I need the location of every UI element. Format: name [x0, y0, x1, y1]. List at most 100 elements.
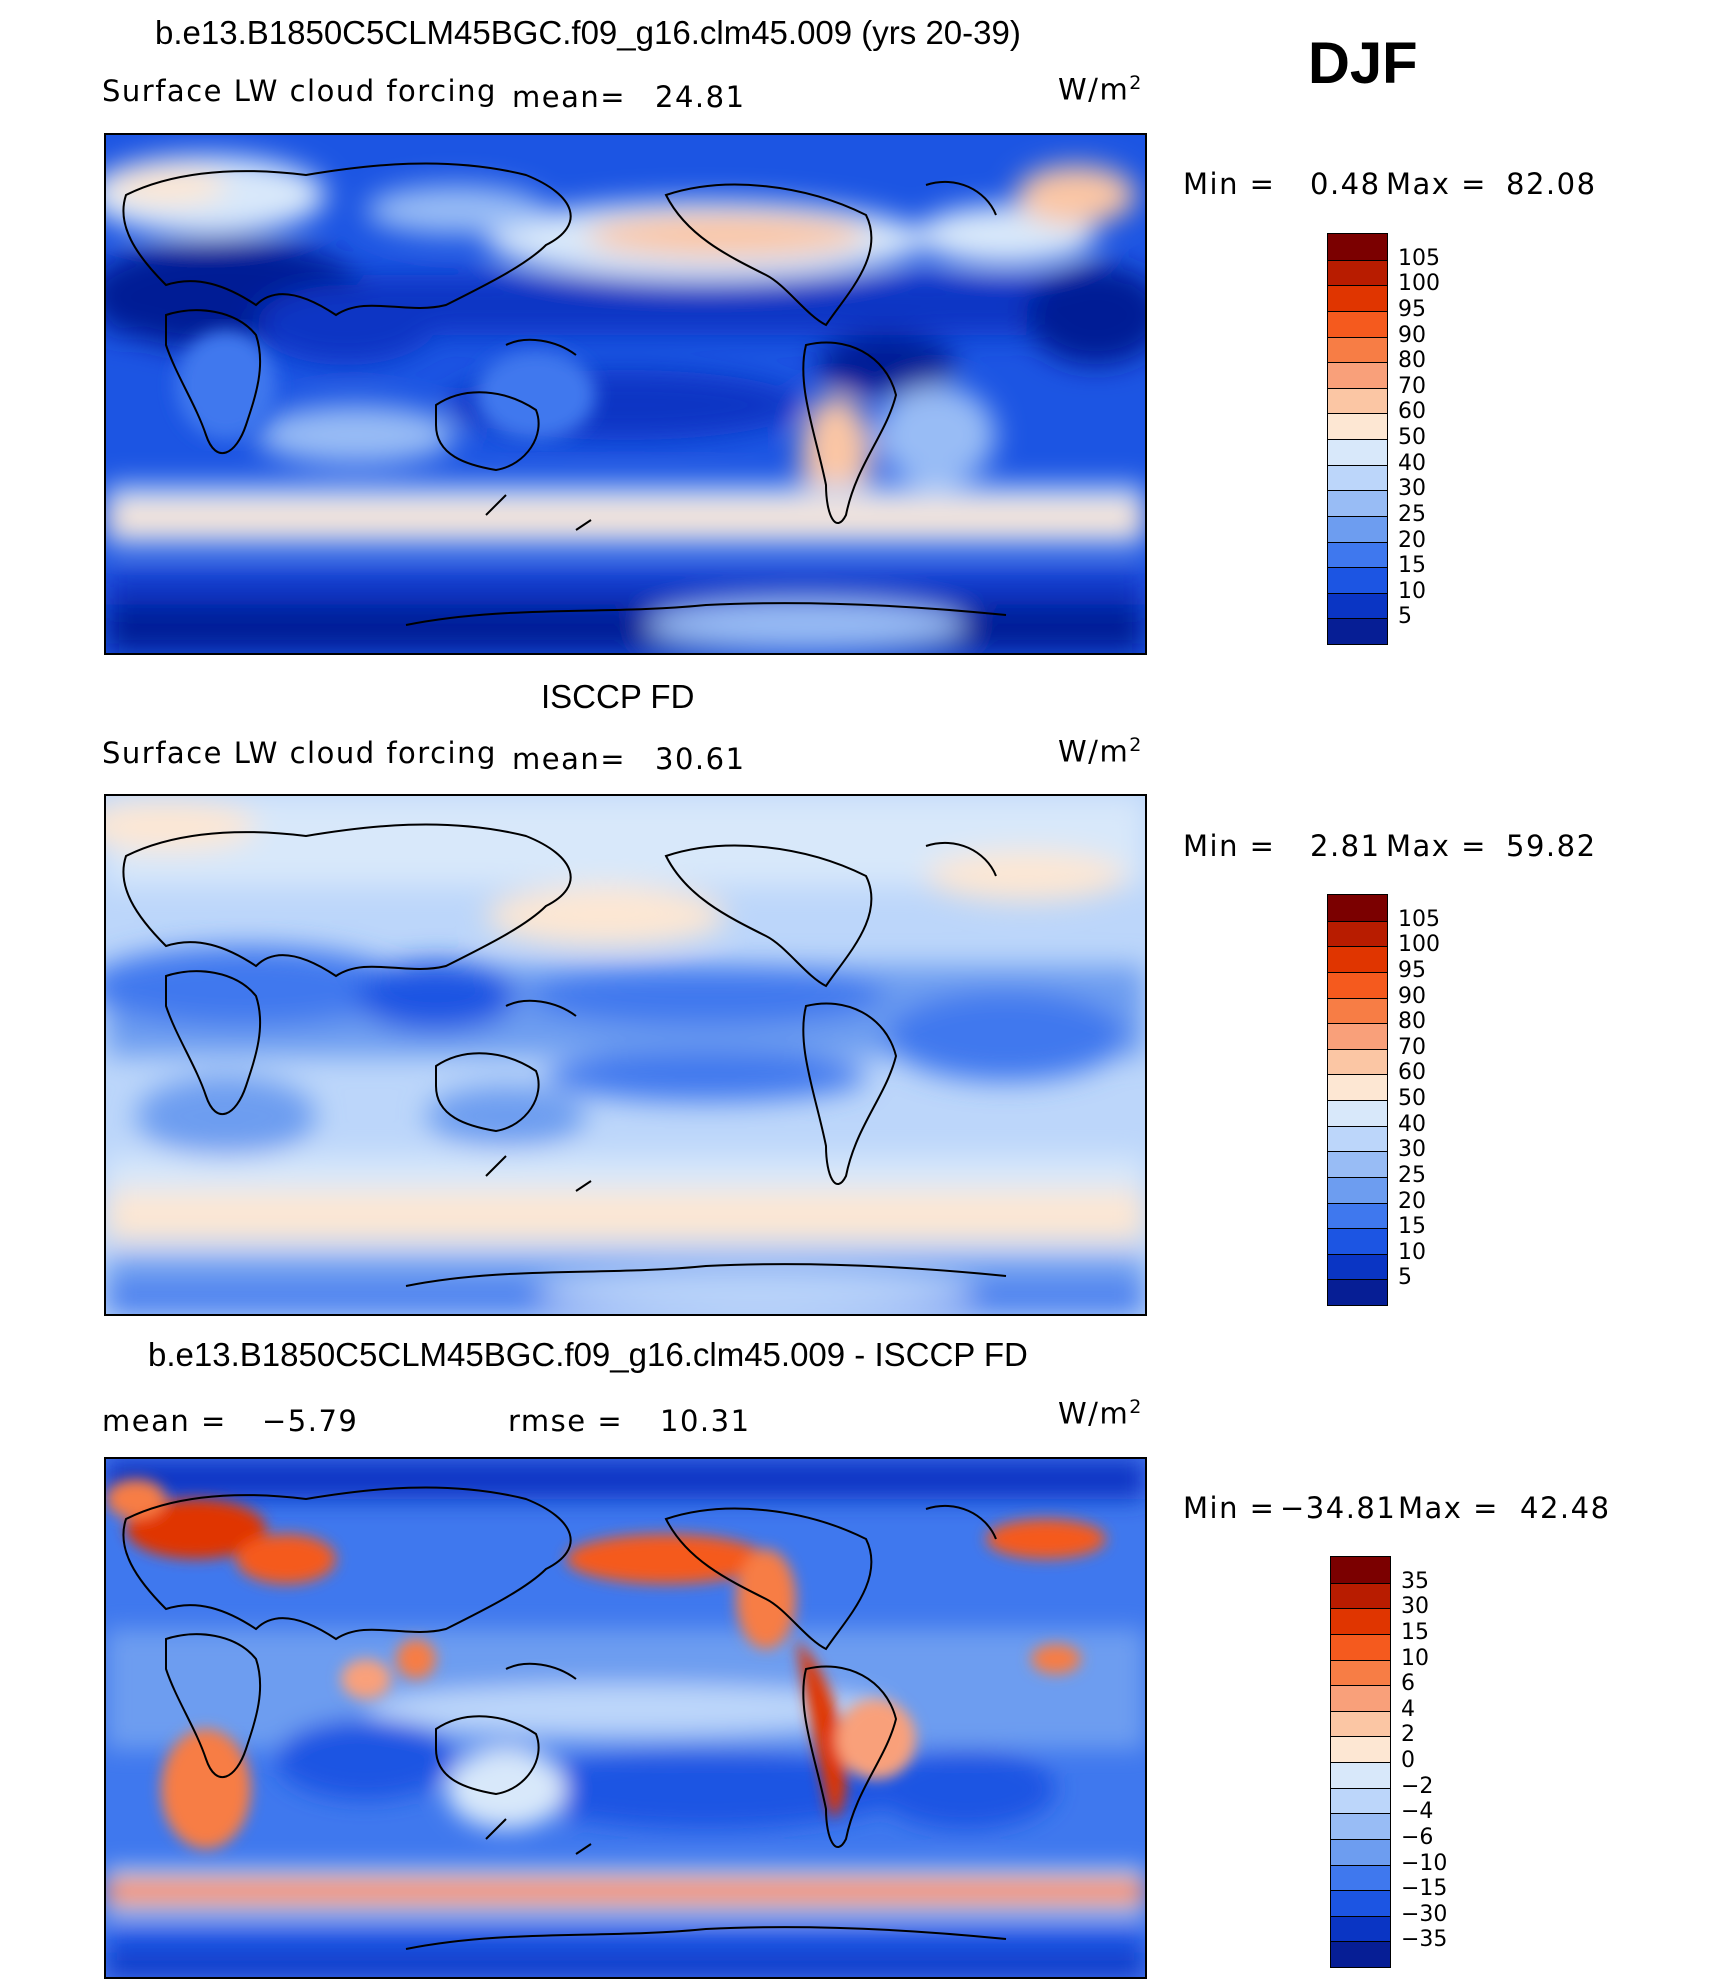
colorbar-tick-label: 100	[1398, 932, 1440, 958]
colorbar-tick-label: 90	[1398, 983, 1426, 1009]
colorbar-box	[1328, 1023, 1387, 1049]
panel1-mean-value: 24.81	[655, 80, 746, 114]
panel2-units: W/m2	[1058, 734, 1143, 769]
colorbar-box	[1328, 285, 1387, 311]
colorbar-tick-label: 90	[1398, 322, 1426, 348]
season-label: DJF	[1308, 31, 1418, 96]
colorbar-tick-label: 25	[1398, 1162, 1426, 1188]
panel1-map-svg	[106, 135, 1145, 653]
colorbar-box	[1331, 1762, 1390, 1788]
colorbar-tick-label: 15	[1401, 1619, 1429, 1645]
panel3-min-value: −34.81	[1280, 1491, 1397, 1525]
colorbar-tick-label: 100	[1398, 271, 1440, 297]
colorbar-tick-label: 40	[1398, 450, 1426, 476]
colorbar-box	[1328, 336, 1387, 363]
colorbar-tick-label: 30	[1398, 476, 1426, 502]
panel3-map-svg	[106, 1459, 1145, 1977]
panel1-min-value: 0.48	[1310, 167, 1381, 201]
panel2-mean-value: 30.61	[655, 742, 746, 776]
colorbar-box	[1328, 1253, 1387, 1280]
colorbar-tick-label: 15	[1398, 553, 1426, 579]
colorbar-tick-label: 5	[1398, 604, 1412, 630]
colorbar-box	[1328, 971, 1387, 998]
panel1-max-label: Max =	[1386, 167, 1487, 201]
colorbar-tick-label: 10	[1401, 1645, 1429, 1671]
panel3-rmse-label: rmse =	[508, 1404, 624, 1438]
colorbar-tick-label: 60	[1398, 399, 1426, 425]
panel1-min-label: Min =	[1183, 167, 1276, 201]
colorbar-tick-label: 5	[1398, 1265, 1412, 1291]
colorbar-box	[1328, 464, 1387, 491]
panel2-max-value: 59.82	[1506, 829, 1597, 863]
colorbar-tick-label: 105	[1398, 245, 1440, 271]
colorbar-box	[1328, 362, 1387, 388]
colorbar-tick-label: 40	[1398, 1111, 1426, 1137]
colorbar-box	[1328, 234, 1387, 260]
panel2-variable: Surface LW cloud forcing	[102, 736, 497, 770]
colorbar-box	[1331, 1659, 1390, 1686]
colorbar-tick-label: 80	[1398, 1009, 1426, 1035]
colorbar-box	[1328, 1100, 1387, 1126]
colorbar-tick-label: 20	[1398, 527, 1426, 553]
colorbar-tick-label: 2	[1401, 1722, 1415, 1748]
colorbar-box	[1328, 515, 1387, 542]
colorbar-tick-label: 0	[1401, 1748, 1415, 1773]
colorbar-box	[1328, 387, 1387, 414]
colorbar-tick-label: 50	[1398, 1086, 1426, 1111]
colorbar-box	[1328, 997, 1387, 1024]
panel1-variable: Surface LW cloud forcing	[102, 74, 497, 108]
panel2-map	[104, 794, 1147, 1316]
panel3-max-label: Max =	[1398, 1491, 1499, 1525]
colorbar-box	[1328, 618, 1387, 644]
colorbar-box	[1328, 439, 1387, 465]
colorbar-box	[1331, 1633, 1390, 1660]
colorbar-tick-label: 80	[1398, 348, 1426, 374]
colorbar-tick-label: −15	[1401, 1876, 1448, 1902]
colorbar-tick-label: 30	[1401, 1594, 1429, 1620]
colorbar-tick-label: 4	[1401, 1696, 1415, 1722]
colorbar-box	[1328, 1279, 1387, 1305]
panel2-map-svg	[106, 796, 1145, 1314]
colorbar-box	[1328, 592, 1387, 619]
colorbar-tick-label: −4	[1401, 1799, 1434, 1825]
colorbar-tick-label: 25	[1398, 501, 1426, 527]
panel2-colorbar	[1327, 894, 1388, 1306]
colorbar-box	[1331, 1557, 1390, 1583]
colorbar-box	[1328, 413, 1387, 439]
colorbar-box	[1328, 1202, 1387, 1229]
colorbar-box	[1328, 541, 1387, 568]
colorbar-box	[1331, 1710, 1390, 1737]
colorbar-box	[1328, 1125, 1387, 1152]
panel3-mean-value: −5.79	[262, 1404, 359, 1438]
colorbar-box	[1331, 1838, 1390, 1865]
colorbar-tick-label: 6	[1401, 1671, 1415, 1697]
colorbar-box	[1331, 1941, 1390, 1967]
panel3-colorbar	[1330, 1556, 1391, 1968]
colorbar-box	[1331, 1736, 1390, 1762]
colorbar-box	[1331, 1685, 1390, 1711]
colorbar-box	[1328, 1151, 1387, 1177]
colorbar-box	[1328, 1074, 1387, 1100]
colorbar-box	[1331, 1582, 1390, 1609]
colorbar-tick-label: 10	[1398, 1239, 1426, 1265]
panel1-map	[104, 133, 1147, 655]
colorbar-box	[1331, 1915, 1390, 1942]
panel3-rmse-value: 10.31	[660, 1404, 751, 1438]
colorbar-tick-label: 60	[1398, 1060, 1426, 1086]
panel2-min-label: Min =	[1183, 829, 1276, 863]
colorbar-box	[1328, 1228, 1387, 1254]
colorbar-tick-label: 95	[1398, 296, 1426, 322]
colorbar-tick-label: −10	[1401, 1850, 1448, 1876]
colorbar-box	[1331, 1864, 1390, 1891]
colorbar-tick-label: 70	[1398, 373, 1426, 399]
colorbar-box	[1328, 920, 1387, 947]
colorbar-tick-label: 20	[1398, 1188, 1426, 1214]
colorbar-box	[1331, 1813, 1390, 1839]
colorbar-box	[1328, 490, 1387, 516]
panel1-title: b.e13.B1850C5CLM45BGC.f09_g16.clm45.009 …	[155, 14, 1021, 51]
colorbar-tick-label: −35	[1401, 1927, 1448, 1953]
colorbar-box	[1331, 1787, 1390, 1814]
colorbar-box	[1328, 259, 1387, 286]
colorbar-tick-label: 70	[1398, 1034, 1426, 1060]
panel1-mean-label: mean=	[512, 80, 627, 114]
